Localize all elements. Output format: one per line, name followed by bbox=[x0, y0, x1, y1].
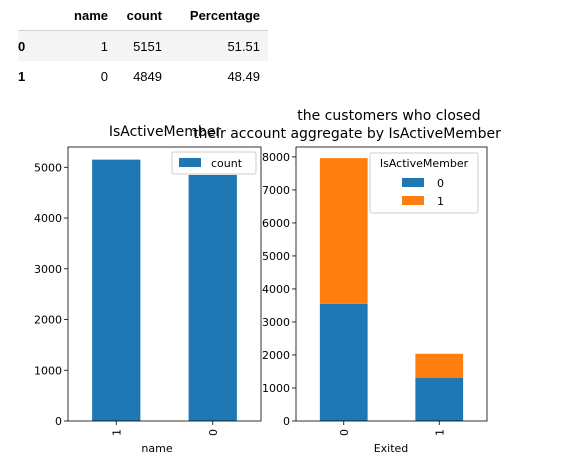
dataframe-table: name count Percentage 0 1 5151 51.51 1 0… bbox=[18, 0, 268, 91]
chart2-xtick-label: 1 bbox=[433, 429, 446, 436]
index-header bbox=[18, 0, 52, 31]
row-index: 0 bbox=[18, 38, 26, 54]
count-bar-chart: IsActiveMember 1 0 0 1000 2000 3000 4000 5000 n… bbox=[34, 124, 262, 455]
table-row: 0 1 5151 51.51 bbox=[18, 30, 268, 61]
cell-percentage: 51.51 bbox=[227, 38, 260, 54]
table-header-row: name count Percentage bbox=[18, 0, 268, 31]
chart2-title-line2: their account aggregate by IsActiveMembe… bbox=[193, 126, 501, 142]
chart2-ytick-label: 8000 bbox=[262, 151, 290, 164]
chart1-xlabel: name bbox=[141, 442, 172, 455]
chart1-legend: count bbox=[171, 151, 257, 175]
chart2-legend: IsActiveMember 0 1 bbox=[369, 152, 479, 214]
chart2-ytick-label: 2000 bbox=[262, 349, 290, 362]
cell-percentage: 48.49 bbox=[227, 68, 260, 84]
chart2-legend-label-0: 0 bbox=[437, 177, 444, 190]
chart2-bar-1-1 bbox=[415, 353, 464, 379]
chart2-legend-title: IsActiveMember bbox=[380, 157, 469, 170]
chart2-ytick-label: 0 bbox=[283, 415, 290, 428]
chart1-legend-box bbox=[171, 151, 257, 175]
chart2-legend-swatch-1 bbox=[402, 196, 424, 205]
chart1-legend-swatch bbox=[179, 158, 201, 167]
chart2-ytick-label: 5000 bbox=[262, 250, 290, 263]
chart2-bar-0-0 bbox=[319, 303, 368, 421]
chart2-xtick-label: 0 bbox=[338, 429, 351, 436]
exited-stacked-bar-chart: the customers who closed their account a… bbox=[193, 108, 501, 455]
chart1-frame bbox=[67, 146, 262, 422]
chart1-bar-0-count bbox=[188, 174, 237, 421]
chart1-ytick-label: 3000 bbox=[34, 263, 62, 276]
chart2-frame bbox=[295, 146, 488, 422]
chart1-ytick-label: 1000 bbox=[34, 364, 62, 377]
chart1-bars bbox=[92, 159, 237, 421]
chart1-ticks: 1 0 0 1000 2000 3000 4000 5000 bbox=[34, 161, 220, 436]
cell-name: 1 bbox=[100, 38, 108, 54]
chart2-bar-0-1 bbox=[319, 158, 368, 304]
chart2-ytick-label: 6000 bbox=[262, 217, 290, 230]
cell-name: 0 bbox=[100, 68, 108, 84]
chart1-xtick-label: 0 bbox=[207, 429, 220, 436]
chart1-title: IsActiveMember bbox=[109, 124, 222, 140]
chart2-ytick-label: 7000 bbox=[262, 184, 290, 197]
chart2-ytick-label: 1000 bbox=[262, 382, 290, 395]
chart2-legend-swatch-0 bbox=[402, 178, 424, 187]
chart1-bar-1-count bbox=[92, 159, 141, 421]
chart1-legend-label: count bbox=[211, 157, 243, 170]
chart1-ytick-label: 4000 bbox=[34, 212, 62, 225]
chart1-ytick-label: 2000 bbox=[34, 314, 62, 327]
cell-count: 5151 bbox=[133, 38, 162, 54]
chart2-ytick-label: 3000 bbox=[262, 316, 290, 329]
table-row: 1 0 4849 48.49 bbox=[18, 61, 268, 91]
chart1-xtick-label: 1 bbox=[110, 429, 123, 436]
column-header-count: count bbox=[114, 0, 168, 31]
chart2-ytick-label: 4000 bbox=[262, 283, 290, 296]
chart2-bar-1-0 bbox=[415, 378, 464, 421]
chart2-bars bbox=[319, 158, 464, 421]
cell-count: 4849 bbox=[133, 68, 162, 84]
chart2-ticks: 0 1 0 1000 2000 3000 4000 5000 6000 7000 8000 bbox=[262, 151, 446, 436]
chart1-ytick-label: 5000 bbox=[34, 161, 62, 174]
column-header-name: name bbox=[52, 0, 114, 31]
column-header-percentage: Percentage bbox=[168, 0, 268, 31]
chart2-legend-label-1: 1 bbox=[437, 195, 444, 208]
chart2-xlabel: Exited bbox=[374, 442, 409, 455]
chart2-title-line1: the customers who closed bbox=[297, 108, 480, 124]
row-index: 1 bbox=[18, 68, 26, 84]
chart1-ytick-label: 0 bbox=[55, 415, 62, 428]
